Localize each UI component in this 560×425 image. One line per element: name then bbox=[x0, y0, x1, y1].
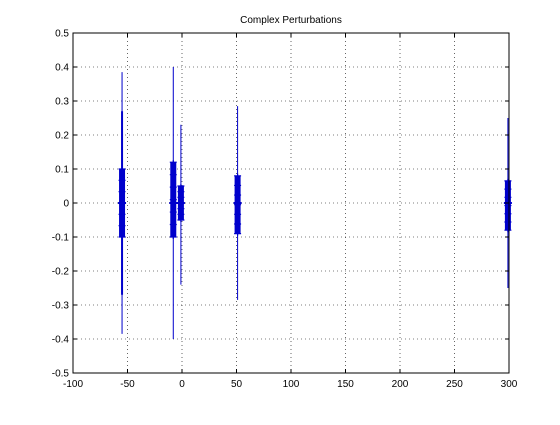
data-point bbox=[234, 212, 242, 217]
data-point bbox=[504, 228, 512, 233]
y-tick-label: -0.3 bbox=[52, 301, 70, 312]
data-point bbox=[169, 185, 177, 190]
data-point bbox=[504, 203, 512, 208]
y-tick-label: 0.4 bbox=[55, 63, 69, 74]
data-point bbox=[177, 195, 185, 200]
data-point bbox=[177, 189, 185, 194]
y-tick-label: 0.1 bbox=[55, 165, 69, 176]
x-tick-label: -100 bbox=[63, 379, 83, 390]
data-point bbox=[177, 184, 185, 188]
data-point bbox=[504, 195, 512, 200]
data-layer bbox=[118, 67, 512, 339]
data-point bbox=[118, 235, 126, 239]
data-point bbox=[177, 218, 185, 222]
data-point bbox=[169, 160, 177, 165]
data-point bbox=[118, 189, 126, 194]
y-tick-label: -0.1 bbox=[52, 233, 70, 244]
y-tick-label: -0.5 bbox=[52, 369, 70, 380]
data-point bbox=[234, 173, 242, 178]
data-point bbox=[234, 221, 242, 226]
data-point bbox=[504, 211, 512, 216]
x-tick-label: 100 bbox=[283, 379, 300, 390]
chart-title: Complex Perturbations bbox=[240, 15, 342, 26]
data-point bbox=[118, 212, 126, 217]
data-point bbox=[177, 206, 185, 211]
data-point bbox=[118, 223, 126, 228]
x-tick-label: 50 bbox=[231, 379, 243, 390]
data-point bbox=[177, 212, 185, 217]
perturbation-cluster bbox=[176, 124, 185, 285]
y-tick-label: 0.5 bbox=[55, 29, 69, 40]
y-tick-label: -0.4 bbox=[52, 335, 70, 346]
data-point bbox=[169, 197, 177, 202]
y-tick-label: 0.3 bbox=[55, 97, 69, 108]
data-point bbox=[504, 187, 512, 192]
grid-layer bbox=[73, 33, 509, 373]
x-tick-label: 0 bbox=[179, 379, 185, 390]
y-tick-label: 0.2 bbox=[55, 131, 69, 142]
data-point bbox=[504, 178, 512, 183]
data-point bbox=[169, 210, 177, 215]
tick-layer: -100 -50 0 50 100 150 200 250 300 -0.5 -0.4 -0.3 -0.… bbox=[52, 29, 518, 391]
data-point bbox=[118, 167, 126, 171]
data-point bbox=[169, 222, 177, 227]
perturbation-cluster bbox=[118, 72, 127, 334]
x-tick-label: -50 bbox=[120, 379, 135, 390]
x-tick-label: 200 bbox=[392, 379, 409, 390]
x-tick-label: 250 bbox=[446, 379, 463, 390]
data-point bbox=[169, 172, 177, 177]
perturbation-cluster bbox=[169, 67, 178, 339]
y-tick-label: -0.2 bbox=[52, 267, 70, 278]
y-tick-label: 0 bbox=[63, 199, 69, 210]
x-tick-label: 150 bbox=[337, 379, 354, 390]
data-point bbox=[234, 193, 242, 198]
data-point bbox=[234, 231, 242, 236]
perturbation-cluster bbox=[233, 106, 242, 300]
data-point bbox=[169, 235, 177, 239]
data-point bbox=[504, 219, 512, 224]
x-tick-label: 300 bbox=[501, 379, 518, 390]
data-point bbox=[118, 178, 126, 183]
data-point bbox=[234, 183, 242, 188]
